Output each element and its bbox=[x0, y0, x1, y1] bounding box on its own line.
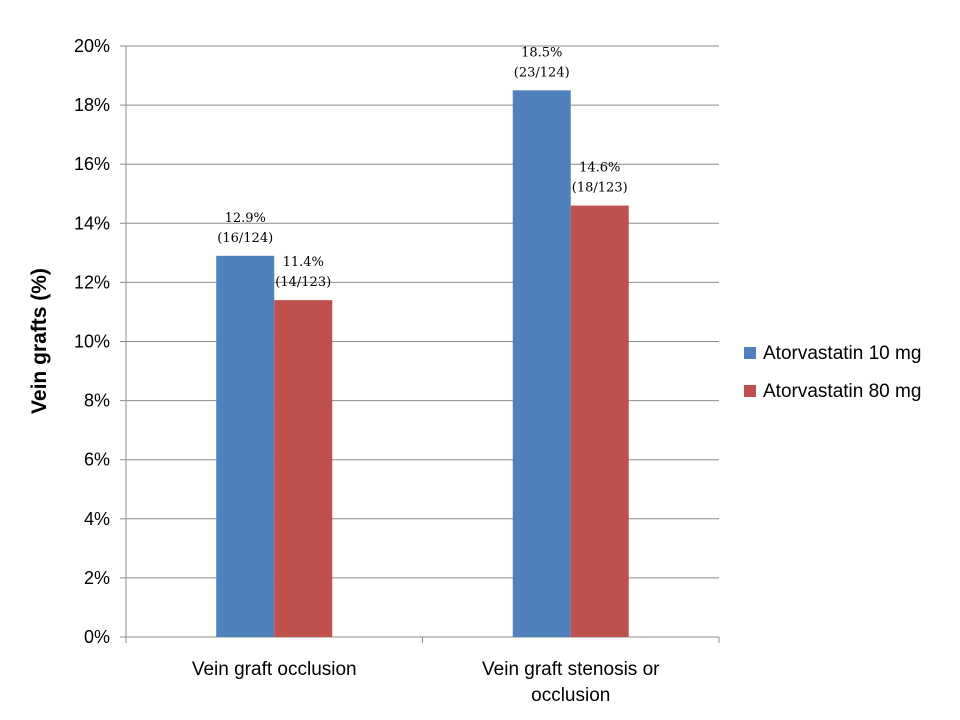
legend-label: Atorvastatin 10 mg bbox=[763, 343, 921, 364]
legend: Atorvastatin 10 mg Atorvastatin 80 mg bbox=[744, 343, 921, 402]
data-label: 12.9% bbox=[225, 211, 266, 226]
y-tick-label: 14% bbox=[74, 213, 110, 233]
y-tick-label: 12% bbox=[74, 272, 110, 292]
y-tick-label: 18% bbox=[74, 95, 110, 115]
data-label: (16/124) bbox=[217, 231, 273, 246]
y-tick-label: 10% bbox=[74, 332, 110, 352]
x-category-label: occlusion bbox=[531, 685, 610, 706]
data-label: 18.5% bbox=[521, 45, 562, 60]
legend-swatch bbox=[744, 385, 756, 397]
tick-labels: 0% 2% 4% 6% 8% 10% 12% 14% 16% 18% 20% Vein graft o… bbox=[74, 36, 660, 706]
y-tick-label: 20% bbox=[74, 36, 110, 56]
y-tick-label: 4% bbox=[84, 509, 110, 529]
data-label: 11.4% bbox=[283, 255, 324, 270]
data-label: 14.6% bbox=[579, 161, 620, 176]
bar bbox=[570, 205, 629, 637]
y-tick-label: 8% bbox=[84, 391, 110, 411]
data-label: (23/124) bbox=[514, 65, 570, 80]
x-category-label: Vein graft occlusion bbox=[192, 659, 357, 680]
bar bbox=[512, 90, 571, 637]
legend-swatch bbox=[744, 347, 756, 359]
axes bbox=[120, 45, 720, 643]
data-label: (18/123) bbox=[572, 181, 628, 196]
y-tick-label: 2% bbox=[84, 568, 110, 588]
y-tick-label: 6% bbox=[84, 450, 110, 470]
y-tick-label: 0% bbox=[84, 627, 110, 647]
bars bbox=[216, 90, 629, 637]
y-axis-title: Vein grafts (%) bbox=[28, 268, 51, 414]
bar bbox=[274, 300, 333, 637]
legend-label: Atorvastatin 80 mg bbox=[763, 381, 921, 402]
data-label: (14/123) bbox=[275, 275, 331, 290]
bar bbox=[216, 255, 275, 637]
x-category-label: Vein graft stenosis or bbox=[482, 659, 660, 680]
data-labels: 12.9% (16/124) 11.4% (14/123) 18.5% (23/124) 1… bbox=[217, 45, 627, 290]
gridlines bbox=[126, 45, 719, 638]
y-tick-label: 16% bbox=[74, 154, 110, 174]
